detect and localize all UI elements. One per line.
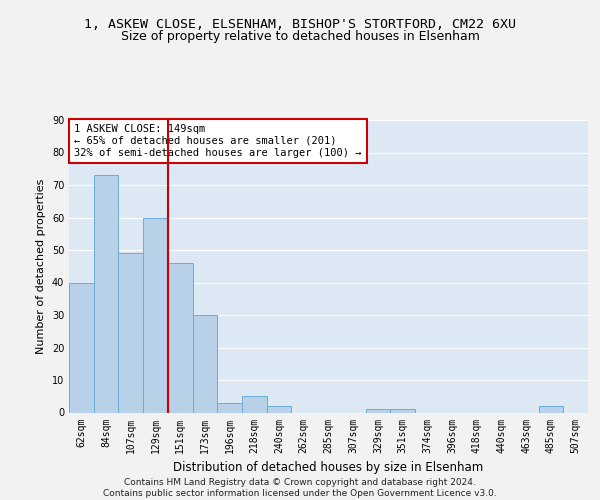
Bar bbox=[69, 282, 94, 412]
Text: 1, ASKEW CLOSE, ELSENHAM, BISHOP'S STORTFORD, CM22 6XU: 1, ASKEW CLOSE, ELSENHAM, BISHOP'S STORT… bbox=[84, 18, 516, 30]
Bar bbox=[118, 253, 143, 412]
Bar bbox=[539, 406, 563, 412]
Bar bbox=[365, 409, 390, 412]
Bar bbox=[390, 409, 415, 412]
Bar bbox=[217, 403, 242, 412]
X-axis label: Distribution of detached houses by size in Elsenham: Distribution of detached houses by size … bbox=[173, 461, 484, 474]
Bar bbox=[267, 406, 292, 412]
Text: 1 ASKEW CLOSE: 149sqm
← 65% of detached houses are smaller (201)
32% of semi-det: 1 ASKEW CLOSE: 149sqm ← 65% of detached … bbox=[74, 124, 362, 158]
Y-axis label: Number of detached properties: Number of detached properties bbox=[36, 178, 46, 354]
Text: Size of property relative to detached houses in Elsenham: Size of property relative to detached ho… bbox=[121, 30, 479, 43]
Bar bbox=[143, 218, 168, 412]
Text: Contains HM Land Registry data © Crown copyright and database right 2024.
Contai: Contains HM Land Registry data © Crown c… bbox=[103, 478, 497, 498]
Bar bbox=[168, 263, 193, 412]
Bar bbox=[242, 396, 267, 412]
Bar bbox=[193, 315, 217, 412]
Bar bbox=[94, 176, 118, 412]
